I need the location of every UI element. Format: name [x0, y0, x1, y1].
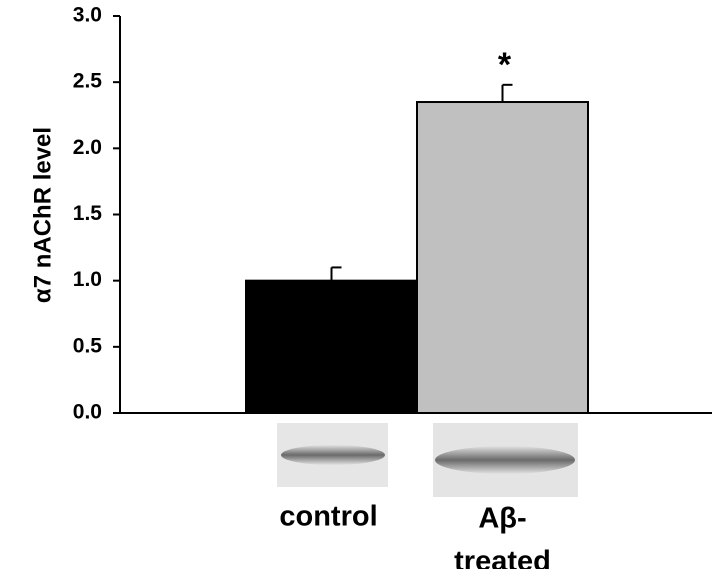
x-tick-label: treated [454, 546, 551, 569]
blot [277, 423, 578, 497]
y-tick-label: 1.0 [73, 268, 102, 291]
y-tick-label: 2.0 [73, 136, 102, 159]
y-tick-label: 3.0 [73, 4, 102, 27]
y-tick-label: 0.5 [73, 334, 103, 357]
bar [416, 101, 589, 415]
x-tick-label: Aβ- [478, 503, 526, 535]
y-axis-label: α7 nAChR level [29, 127, 56, 303]
bar [245, 279, 418, 414]
y-tick-label: 0.0 [73, 401, 102, 424]
y-tick-label: 2.5 [73, 70, 103, 93]
y-tick-label: 1.5 [73, 202, 103, 225]
x-tick-label: control [279, 501, 377, 533]
annotation: * [498, 46, 512, 84]
